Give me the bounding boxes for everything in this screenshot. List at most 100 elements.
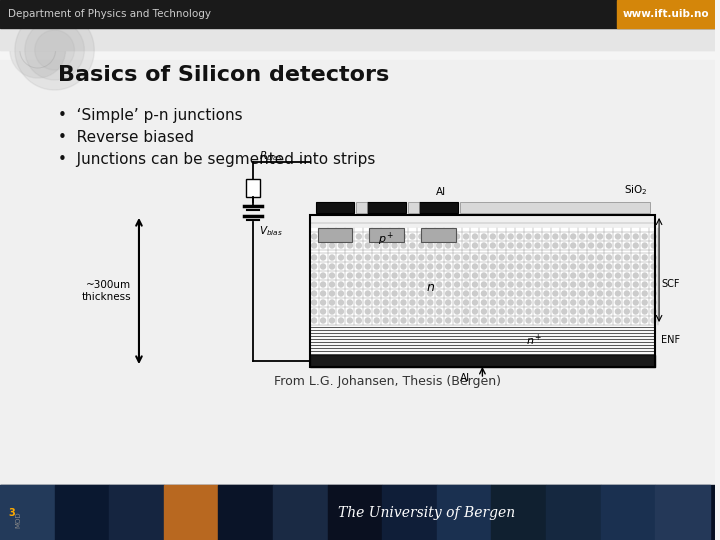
Circle shape	[634, 273, 638, 278]
Bar	[655, 0, 715, 28]
Circle shape	[383, 243, 388, 248]
Circle shape	[472, 291, 477, 296]
Circle shape	[571, 255, 576, 260]
Text: •  Reverse biased: • Reverse biased	[58, 130, 194, 145]
Circle shape	[392, 300, 397, 305]
Circle shape	[580, 273, 585, 278]
Text: •  Junctions can be segmented into strips: • Junctions can be segmented into strips	[58, 152, 375, 167]
Circle shape	[365, 243, 370, 248]
Circle shape	[616, 264, 621, 269]
Circle shape	[499, 255, 504, 260]
Circle shape	[535, 273, 540, 278]
Circle shape	[356, 255, 361, 260]
Circle shape	[472, 255, 477, 260]
Circle shape	[499, 264, 504, 269]
Circle shape	[482, 282, 487, 287]
Circle shape	[338, 264, 343, 269]
Text: Basics of Silicon detectors: Basics of Silicon detectors	[58, 65, 389, 85]
Circle shape	[606, 273, 611, 278]
Circle shape	[348, 234, 352, 239]
Circle shape	[374, 318, 379, 323]
Circle shape	[526, 318, 531, 323]
Bar	[0, 0, 715, 28]
Circle shape	[482, 234, 487, 239]
Circle shape	[374, 234, 379, 239]
Bar	[459, 202, 650, 213]
Circle shape	[312, 318, 317, 323]
Circle shape	[428, 300, 433, 305]
Bar	[218, 485, 273, 540]
Circle shape	[312, 234, 317, 239]
Circle shape	[419, 264, 424, 269]
Circle shape	[482, 273, 487, 278]
Circle shape	[642, 318, 647, 323]
Circle shape	[562, 282, 567, 287]
Circle shape	[616, 309, 621, 314]
Bar	[367, 202, 406, 213]
Circle shape	[437, 282, 441, 287]
Bar	[600, 485, 655, 540]
Bar	[617, 0, 715, 28]
Circle shape	[616, 300, 621, 305]
Circle shape	[464, 273, 469, 278]
Circle shape	[580, 255, 585, 260]
Circle shape	[553, 243, 558, 248]
Circle shape	[616, 318, 621, 323]
Circle shape	[562, 255, 567, 260]
Text: MOD: MOD	[15, 512, 21, 528]
Circle shape	[580, 309, 585, 314]
Circle shape	[490, 264, 495, 269]
Circle shape	[383, 264, 388, 269]
Circle shape	[517, 264, 522, 269]
Circle shape	[392, 273, 397, 278]
Circle shape	[454, 264, 459, 269]
Bar	[546, 485, 600, 540]
Circle shape	[348, 300, 352, 305]
Circle shape	[446, 291, 451, 296]
Circle shape	[642, 243, 647, 248]
Circle shape	[374, 291, 379, 296]
Circle shape	[365, 309, 370, 314]
Text: n: n	[427, 281, 435, 294]
Circle shape	[356, 234, 361, 239]
Circle shape	[472, 309, 477, 314]
Circle shape	[338, 291, 343, 296]
Circle shape	[15, 10, 94, 90]
Circle shape	[401, 234, 406, 239]
Circle shape	[24, 20, 84, 80]
Circle shape	[320, 234, 325, 239]
Circle shape	[446, 243, 451, 248]
Circle shape	[526, 291, 531, 296]
Circle shape	[571, 309, 576, 314]
Circle shape	[589, 300, 593, 305]
Circle shape	[544, 255, 549, 260]
Circle shape	[606, 291, 611, 296]
Circle shape	[526, 282, 531, 287]
Circle shape	[634, 309, 638, 314]
Circle shape	[562, 234, 567, 239]
Circle shape	[446, 282, 451, 287]
Circle shape	[330, 300, 335, 305]
Circle shape	[410, 309, 415, 314]
Circle shape	[624, 234, 629, 239]
Circle shape	[454, 243, 459, 248]
Circle shape	[499, 243, 504, 248]
Circle shape	[10, 22, 66, 78]
Circle shape	[535, 243, 540, 248]
Circle shape	[428, 318, 433, 323]
Circle shape	[642, 264, 647, 269]
Circle shape	[348, 318, 352, 323]
Circle shape	[348, 255, 352, 260]
Circle shape	[338, 243, 343, 248]
Circle shape	[499, 300, 504, 305]
Circle shape	[401, 300, 406, 305]
Circle shape	[401, 282, 406, 287]
Circle shape	[624, 255, 629, 260]
Circle shape	[410, 300, 415, 305]
Circle shape	[428, 234, 433, 239]
Circle shape	[598, 264, 603, 269]
Text: $R_{bias}$: $R_{bias}$	[259, 149, 283, 163]
Circle shape	[634, 234, 638, 239]
Circle shape	[517, 255, 522, 260]
Text: From L.G. Johansen, Thesis (Bergen): From L.G. Johansen, Thesis (Bergen)	[274, 375, 500, 388]
